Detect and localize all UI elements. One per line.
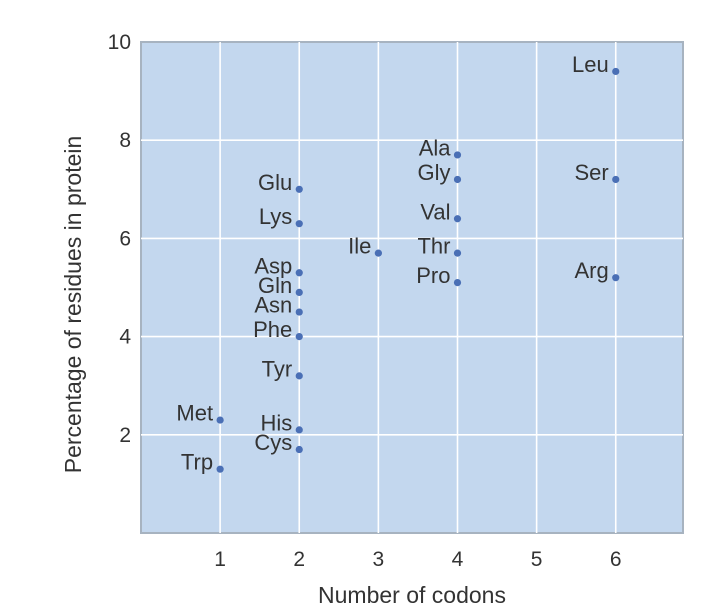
data-point-ile bbox=[374, 249, 382, 257]
data-point-glu bbox=[295, 185, 303, 193]
y-tick-label: 6 bbox=[119, 227, 131, 250]
data-point-gln bbox=[295, 288, 303, 297]
point-label-asn: Asn bbox=[254, 293, 292, 318]
data-point-phe bbox=[295, 333, 303, 341]
x-tick-label: 5 bbox=[531, 548, 543, 571]
point-label-glu: Glu bbox=[258, 170, 292, 195]
y-axis-ticks: 2 4 6 8 10 bbox=[108, 31, 132, 447]
point-label-ile: Ile bbox=[348, 234, 371, 259]
point-label-arg: Arg bbox=[574, 258, 608, 283]
point-label-cys: Cys bbox=[254, 430, 292, 455]
data-point-pro bbox=[453, 278, 462, 287]
x-tick-label: 4 bbox=[452, 548, 464, 571]
data-point-asp bbox=[295, 269, 303, 277]
point-label-leu: Leu bbox=[572, 52, 609, 77]
data-point-his bbox=[295, 426, 303, 434]
data-point-ser bbox=[612, 175, 620, 184]
point-label-asp: Asp bbox=[254, 253, 292, 278]
point-label-gly: Gly bbox=[417, 160, 450, 185]
y-tick-label: 2 bbox=[119, 424, 131, 447]
point-label-ser: Ser bbox=[574, 160, 608, 185]
x-tick-label: 3 bbox=[373, 548, 385, 571]
point-label-phe: Phe bbox=[253, 317, 292, 342]
y-tick-label: 10 bbox=[108, 31, 131, 54]
data-point-gly bbox=[453, 175, 462, 184]
x-tick-label: 6 bbox=[610, 548, 622, 571]
data-point-asn bbox=[295, 308, 303, 316]
data-point-ala bbox=[453, 151, 462, 159]
data-point-val bbox=[453, 215, 462, 223]
data-point-thr bbox=[453, 249, 462, 257]
x-axis-ticks: 1 2 3 4 5 6 bbox=[214, 548, 621, 571]
y-tick-label: 4 bbox=[119, 326, 131, 349]
x-axis-title: Number of codons bbox=[318, 582, 506, 608]
point-label-val: Val bbox=[420, 199, 450, 224]
data-point-lys bbox=[295, 220, 303, 228]
point-label-thr: Thr bbox=[417, 234, 450, 259]
data-point-met bbox=[216, 416, 224, 424]
data-point-leu bbox=[612, 67, 620, 76]
point-label-lys: Lys bbox=[259, 204, 292, 229]
x-tick-label: 1 bbox=[214, 548, 226, 571]
x-tick-label: 2 bbox=[293, 548, 305, 571]
point-label-pro: Pro bbox=[416, 263, 450, 288]
data-point-cys bbox=[295, 445, 303, 454]
y-tick-label: 8 bbox=[119, 129, 131, 152]
point-label-his: His bbox=[260, 410, 292, 435]
y-axis-title: Percentage of residues in protein bbox=[60, 136, 86, 474]
point-label-gln: Gln bbox=[258, 273, 292, 298]
point-label-ala: Ala bbox=[419, 135, 452, 160]
point-label-tyr: Tyr bbox=[262, 356, 293, 381]
data-point-arg bbox=[612, 274, 620, 282]
plot-area bbox=[140, 41, 684, 534]
grid-lines bbox=[141, 42, 683, 533]
data-point-tyr bbox=[295, 372, 303, 380]
point-label-met: Met bbox=[176, 401, 213, 426]
data-point-trp bbox=[216, 465, 224, 473]
point-label-trp: Trp bbox=[181, 450, 213, 475]
